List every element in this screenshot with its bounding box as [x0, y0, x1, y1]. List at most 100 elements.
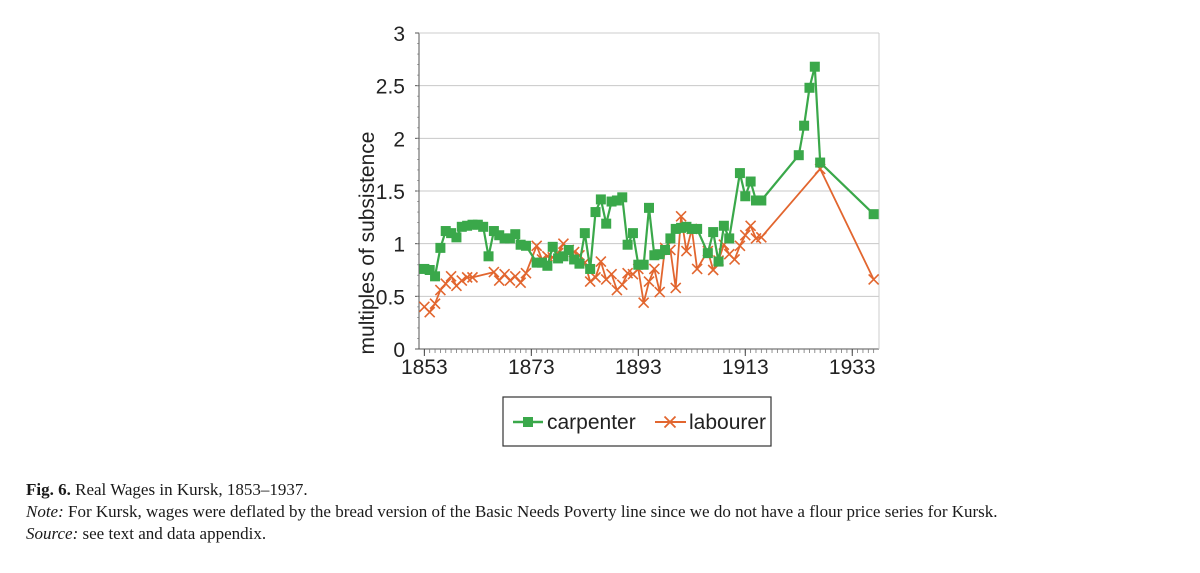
carpenter-point [676, 222, 687, 233]
carpenter-point [611, 195, 622, 206]
carpenter-point [456, 221, 467, 232]
labourer-point [424, 306, 436, 318]
y-tick-label: 2.5 [376, 76, 405, 99]
y-tick-label: 2 [393, 128, 405, 151]
labourer-point [638, 297, 650, 309]
carpenter-point [563, 244, 574, 255]
carpenter-point [702, 248, 713, 259]
x-tick-label: 1933 [829, 356, 876, 379]
labourer-point [739, 229, 751, 241]
carpenter-point [510, 229, 521, 240]
labourer-point [755, 231, 767, 243]
carpenter-point [809, 61, 820, 72]
labourer-point [504, 274, 516, 287]
labourer-point [589, 271, 602, 283]
legend-box [502, 396, 772, 447]
carpenter-point [692, 223, 703, 234]
carpenter-point [446, 228, 457, 239]
figure-caption-title: Fig. 6. Real Wages in Kursk, 1853–1937. [26, 478, 1176, 501]
x-tick-label: 1913 [722, 356, 769, 379]
labourer-point [745, 220, 757, 232]
carpenter-point [585, 263, 596, 274]
note-label: Note: [26, 502, 64, 521]
carpenter-point [622, 239, 633, 250]
labourer-point [648, 263, 660, 275]
carpenter-point [553, 253, 564, 264]
carpenter-point [472, 219, 483, 230]
carpenter-point [462, 220, 473, 231]
labourer-point [429, 298, 441, 310]
carpenter-point [504, 233, 515, 244]
labourer-point [691, 263, 703, 275]
carpenter-point [638, 259, 649, 270]
note-text: For Kursk, wages were deflated by the br… [63, 502, 998, 521]
carpenter-point [430, 271, 441, 282]
source-label: Source: [26, 524, 79, 543]
labourer-point [515, 277, 527, 289]
figure-caption-note: Note: For Kursk, wages were deflated by … [26, 500, 1176, 523]
figure-title: Real Wages in Kursk, 1853–1937. [70, 480, 308, 499]
carpenter-point [724, 233, 735, 244]
carpenter-point [419, 263, 430, 274]
carpenter-point [601, 218, 612, 229]
carpenter-point [660, 244, 671, 255]
carpenter-point [734, 168, 745, 179]
labourer-point [675, 210, 687, 222]
labourer-point [680, 245, 693, 257]
carpenter-point [488, 226, 499, 237]
legend: carpenter labourer [502, 396, 772, 447]
carpenter-point [713, 256, 724, 267]
carpenter-point [644, 202, 654, 213]
carpenter-point [537, 257, 548, 268]
labourer-point [670, 282, 682, 294]
carpenter-point [718, 220, 729, 231]
x-tick-label: 1853 [401, 356, 448, 379]
carpenter-point [793, 150, 804, 161]
carpenter-point [558, 251, 569, 262]
carpenter-point [494, 230, 505, 241]
labourer-point [595, 256, 607, 268]
legend-carpenter-marker [523, 417, 533, 427]
carpenter-point [435, 242, 446, 253]
carpenter-point [547, 241, 558, 252]
carpenter-point [686, 223, 697, 234]
labourer-point [456, 274, 468, 287]
carpenter-point [633, 259, 644, 270]
carpenter-point [815, 157, 826, 168]
labourer-point [584, 276, 596, 288]
carpenter-point [478, 221, 489, 232]
y-tick-label: 0 [393, 339, 405, 362]
labourer-point [616, 279, 628, 291]
carpenter-point [451, 232, 462, 243]
carpenter-point [542, 260, 553, 271]
carpenter-point [868, 209, 879, 220]
y-tick-label: 3 [393, 23, 405, 46]
carpenter-point [627, 228, 638, 239]
carpenter-point [569, 254, 580, 265]
labourer-point [654, 286, 666, 298]
labourer-point [734, 240, 746, 252]
carpenter-point [617, 192, 628, 203]
labourer-point [520, 267, 532, 279]
carpenter-point [681, 221, 692, 232]
labourer-point [643, 276, 655, 288]
labourer-point [488, 266, 500, 278]
figure-label: Fig. 6. [26, 480, 71, 499]
x-tick-label: 1893 [615, 356, 662, 379]
carpenter-line [424, 65, 875, 278]
y-tick-label: 1.5 [376, 181, 405, 204]
carpenter-point [665, 233, 676, 244]
labourer-point [605, 268, 618, 280]
carpenter-point [590, 207, 601, 218]
carpenter-point [708, 227, 719, 238]
carpenter-point [424, 265, 435, 275]
figure-caption-source: Source: see text and data appendix. [26, 522, 1176, 545]
chart: 0 0.5 1 1.5 2 2.5 3 1853 1873 1893 1913 1933 multip… [356, 23, 880, 447]
axes [415, 32, 880, 356]
x-tick-label: 1873 [508, 356, 555, 379]
carpenter-point [574, 258, 585, 269]
labourer-point [461, 271, 473, 283]
carpenter-point [595, 194, 606, 205]
carpenter-point [520, 240, 531, 251]
carpenter-point [531, 257, 542, 268]
